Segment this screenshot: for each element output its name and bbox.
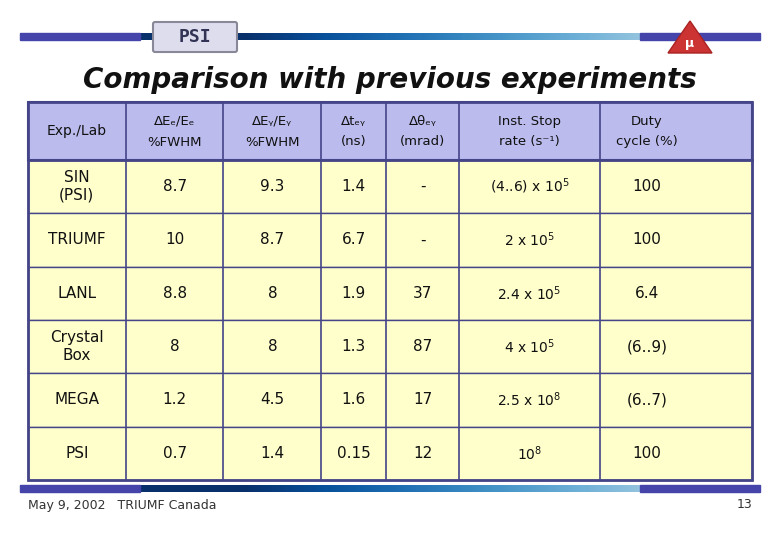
- Bar: [28, 102, 752, 160]
- Text: 8: 8: [268, 286, 277, 301]
- Text: May 9, 2002   TRIUMF Canada: May 9, 2002 TRIUMF Canada: [28, 498, 217, 511]
- Text: rate (s⁻¹): rate (s⁻¹): [499, 136, 560, 148]
- Text: Duty: Duty: [631, 114, 663, 127]
- Text: 13: 13: [736, 498, 752, 511]
- FancyBboxPatch shape: [153, 22, 237, 52]
- Text: 8: 8: [170, 339, 179, 354]
- Bar: [640, 33, 760, 40]
- Text: LANL: LANL: [57, 286, 97, 301]
- Text: (6..7): (6..7): [626, 393, 668, 408]
- Text: 6.4: 6.4: [635, 286, 659, 301]
- Text: MEGA: MEGA: [55, 393, 99, 408]
- Text: 1.6: 1.6: [342, 393, 366, 408]
- Bar: [28, 373, 752, 427]
- Text: 1.4: 1.4: [261, 446, 285, 461]
- Text: Exp./Lab: Exp./Lab: [47, 124, 107, 138]
- Text: 1.2: 1.2: [162, 393, 186, 408]
- Text: 100: 100: [633, 233, 661, 247]
- Text: 2.4 x 10$^{5}$: 2.4 x 10$^{5}$: [497, 284, 562, 302]
- Text: %FWHM: %FWHM: [245, 136, 300, 148]
- Text: Inst. Stop: Inst. Stop: [498, 114, 561, 127]
- Text: 0.7: 0.7: [162, 446, 186, 461]
- Text: TRIUMF: TRIUMF: [48, 233, 105, 247]
- Text: (ns): (ns): [341, 136, 367, 148]
- Text: 100: 100: [633, 179, 661, 194]
- Text: 1.3: 1.3: [342, 339, 366, 354]
- Text: 0.15: 0.15: [337, 446, 370, 461]
- Text: μ: μ: [686, 37, 694, 50]
- Text: 6.7: 6.7: [342, 233, 366, 247]
- Text: SIN
(PSI): SIN (PSI): [59, 171, 94, 203]
- Text: Comparison with previous experiments: Comparison with previous experiments: [83, 66, 697, 94]
- Text: 9.3: 9.3: [261, 179, 285, 194]
- Bar: [640, 485, 760, 492]
- Text: -: -: [420, 179, 425, 194]
- Bar: [28, 213, 752, 267]
- Text: 100: 100: [633, 446, 661, 461]
- Text: (6..9): (6..9): [626, 339, 668, 354]
- Bar: [20, 33, 140, 40]
- Bar: [20, 485, 140, 492]
- Bar: [28, 320, 752, 373]
- Text: 12: 12: [413, 446, 432, 461]
- Text: 8: 8: [268, 339, 277, 354]
- Text: 37: 37: [413, 286, 432, 301]
- Text: 87: 87: [413, 339, 432, 354]
- Bar: [28, 160, 752, 213]
- Text: Δθₑᵧ: Δθₑᵧ: [409, 114, 437, 127]
- Text: ΔEₑ/Eₑ: ΔEₑ/Eₑ: [154, 114, 195, 127]
- Text: (mrad): (mrad): [400, 136, 445, 148]
- Bar: [28, 427, 752, 480]
- Text: PSI: PSI: [179, 28, 211, 46]
- Text: 17: 17: [413, 393, 432, 408]
- Polygon shape: [668, 21, 712, 53]
- Text: 8.7: 8.7: [261, 233, 285, 247]
- Text: Δtₑᵧ: Δtₑᵧ: [342, 114, 367, 127]
- Text: PSI: PSI: [65, 446, 89, 461]
- Text: 10: 10: [165, 233, 184, 247]
- Text: ΔEᵧ/Eᵧ: ΔEᵧ/Eᵧ: [252, 114, 292, 127]
- Text: %FWHM: %FWHM: [147, 136, 202, 148]
- Text: 4 x 10$^{5}$: 4 x 10$^{5}$: [504, 338, 555, 356]
- Text: -: -: [420, 233, 425, 247]
- Text: 2.5 x 10$^{8}$: 2.5 x 10$^{8}$: [497, 391, 562, 409]
- Text: 4.5: 4.5: [261, 393, 285, 408]
- Text: 10$^{8}$: 10$^{8}$: [516, 444, 542, 463]
- Bar: [28, 102, 752, 480]
- Text: 1.9: 1.9: [342, 286, 366, 301]
- Text: Crystal
Box: Crystal Box: [50, 330, 104, 363]
- Text: cycle (%): cycle (%): [616, 136, 678, 148]
- Bar: [28, 267, 752, 320]
- Text: (4..6) x 10$^{5}$: (4..6) x 10$^{5}$: [490, 177, 569, 197]
- Text: 8.7: 8.7: [162, 179, 186, 194]
- Text: 8.8: 8.8: [162, 286, 186, 301]
- Text: 1.4: 1.4: [342, 179, 366, 194]
- Text: 2 x 10$^{5}$: 2 x 10$^{5}$: [504, 231, 555, 249]
